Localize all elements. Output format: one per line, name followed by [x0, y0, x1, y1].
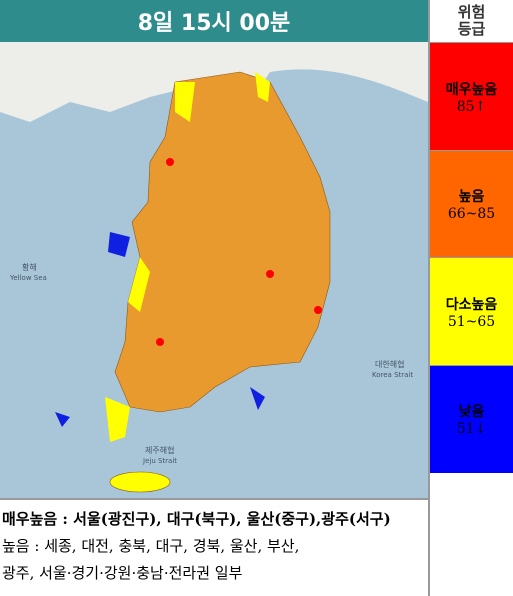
sea-label: 대한해협 — [375, 359, 404, 369]
legend-range: 51↓ — [456, 421, 487, 437]
legend-cell: 다소높음 51~65 — [430, 257, 513, 365]
area-very-high — [166, 158, 174, 166]
sea-label: Korea Strait — [372, 371, 413, 379]
sea-label: 황해 — [22, 262, 37, 272]
legend-label: 낮음 — [458, 404, 485, 420]
legend-cell: 낮음 51↓ — [430, 364, 513, 473]
note-line: 광주, 서울·경기·강원·충남·전라권 일부 — [2, 564, 243, 582]
legend-label: 다소높음 — [445, 296, 498, 313]
legend-cell: 매우높음 85↑ — [430, 42, 513, 150]
divider — [0, 498, 430, 500]
note-line: 매우높음 : 서울(광진구), 대구(북구), 울산(중구),광주(서구) — [2, 510, 391, 528]
legend-range: 66~85 — [447, 206, 496, 222]
sea-label: Yellow Sea — [9, 274, 47, 282]
land-moderate — [105, 72, 270, 442]
legend-label: 높음 — [458, 189, 485, 205]
sea-label: Jeju Strait — [142, 457, 177, 465]
legend-range: 51~65 — [447, 313, 496, 330]
divider — [428, 0, 430, 596]
title: 8일 15시 00분 — [0, 0, 428, 42]
legend-cell: 높음 66~85 — [430, 149, 513, 258]
land-high — [114, 71, 331, 413]
legend-label: 매우높음 — [445, 81, 498, 98]
notes: 매우높음 : 서울(광진구), 대구(북구), 울산(중구),광주(서구) 높음 … — [2, 506, 427, 587]
jeju — [109, 471, 171, 493]
legend-range: 85↑ — [456, 98, 487, 115]
sea-label: 제주해협 — [145, 445, 174, 455]
legend-title-line: 등급 — [457, 20, 486, 38]
area-very-high — [266, 270, 274, 278]
map: 황해 Yellow Sea 대한해협 Korea Strait 제주해협 Jej… — [0, 42, 428, 498]
note-line: 높음 : 세종, 대전, 충북, 대구, 경북, 울산, 부산, — [2, 537, 300, 555]
area-very-high — [156, 338, 164, 346]
legend-title-line: 위험 — [457, 3, 486, 21]
area-very-high — [314, 306, 322, 314]
legend-title: 위험 등급 — [430, 0, 513, 42]
